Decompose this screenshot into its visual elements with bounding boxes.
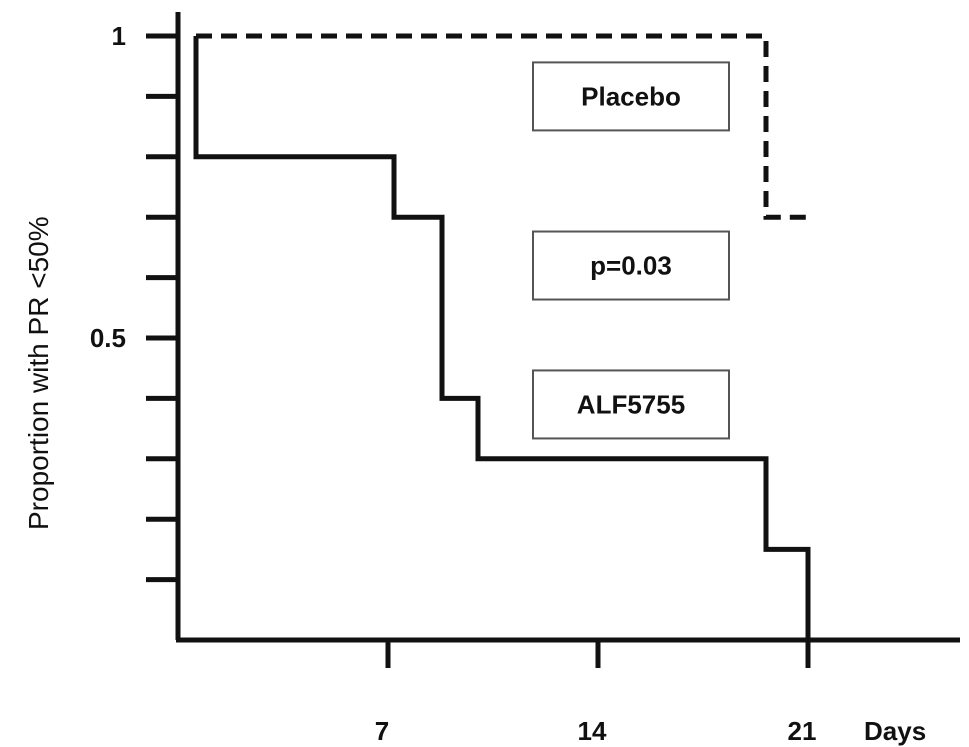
annotations: Placebo p=0.03 ALF5755	[532, 61, 730, 440]
x-tick-label: 7	[375, 716, 389, 746]
annotation-box-pvalue	[532, 230, 730, 301]
ticks: 1 0.5 7 14 21	[90, 21, 817, 746]
annotation-box-alf	[532, 369, 730, 440]
series-line-alf5755	[193, 36, 811, 640]
x-tick-label: 21	[788, 716, 817, 746]
axes	[175, 12, 960, 643]
annotation-box-placebo	[532, 61, 730, 132]
y-tick-label: 0.5	[90, 323, 126, 353]
x-tick-label: 14	[578, 716, 607, 746]
y-tick-label: 1	[112, 21, 126, 51]
y-axis-label: Proportion with PR <50%	[23, 216, 54, 530]
annotation-text-alf: ALF5755	[577, 389, 685, 419]
annotation-text-pvalue: p=0.03	[590, 251, 672, 281]
annotation-text-placebo: Placebo	[581, 81, 681, 111]
x-axis-label: Days	[864, 716, 926, 746]
series-layer	[193, 33, 811, 640]
series-line-placebo	[196, 33, 808, 220]
